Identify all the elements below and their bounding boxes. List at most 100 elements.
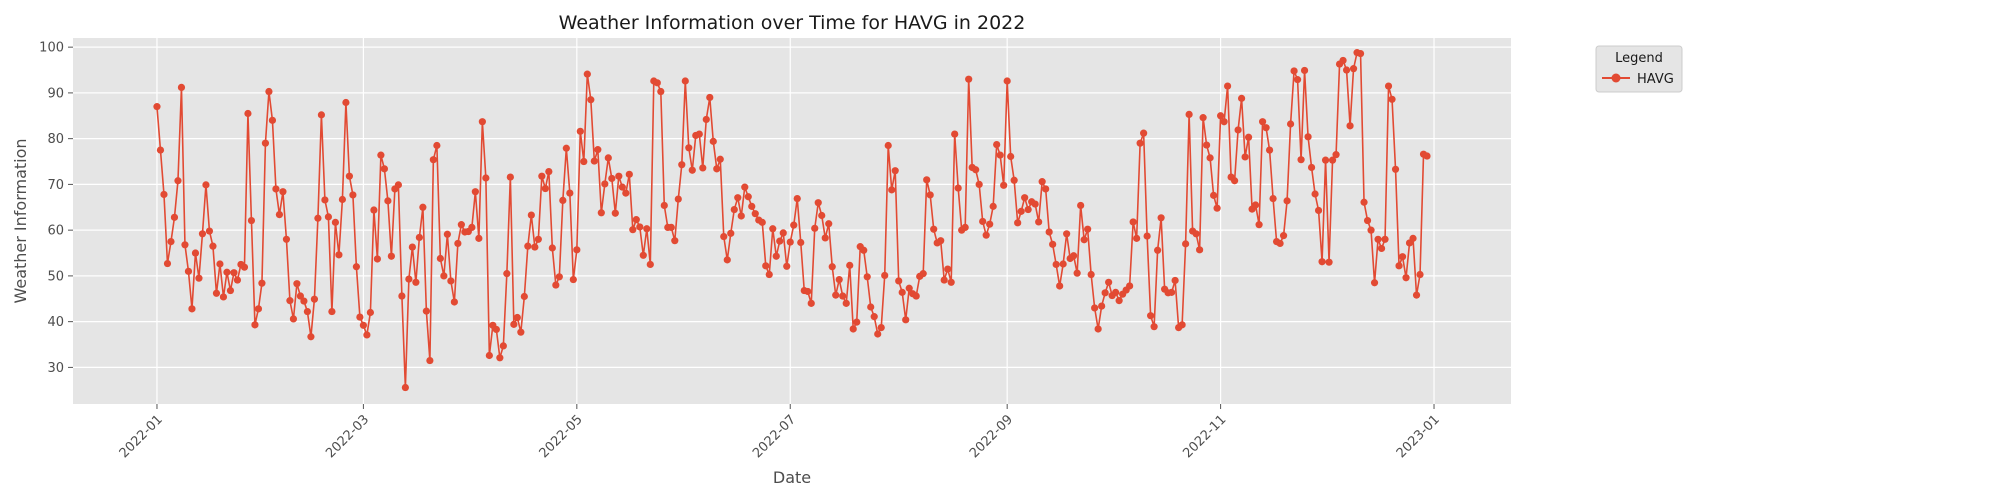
- data-point: [996, 151, 1004, 159]
- data-point: [1056, 282, 1064, 290]
- data-point: [1265, 146, 1274, 154]
- data-point: [272, 185, 280, 193]
- data-point: [1283, 197, 1291, 205]
- data-point: [951, 130, 959, 138]
- x-tick-label: 2022-05: [537, 412, 586, 461]
- data-point: [475, 234, 483, 242]
- data-point: [1360, 198, 1368, 206]
- data-point: [989, 202, 997, 210]
- data-point: [1147, 312, 1155, 320]
- data-point: [163, 259, 172, 268]
- data-point: [1035, 218, 1043, 226]
- data-point: [1318, 258, 1326, 266]
- data-point: [1297, 156, 1305, 164]
- y-axis-ticks: 30 40 50 60 70 80 90 100: [39, 41, 73, 376]
- data-point: [678, 161, 686, 169]
- data-point: [541, 184, 549, 193]
- data-point: [653, 79, 661, 87]
- data-point: [898, 288, 906, 296]
- data-point: [1367, 226, 1375, 234]
- data-point: [860, 246, 868, 254]
- data-point: [345, 172, 353, 180]
- data-point: [566, 189, 574, 197]
- data-point: [559, 196, 567, 205]
- data-point: [485, 351, 493, 360]
- data-point: [335, 251, 343, 259]
- data-point: [373, 255, 381, 263]
- x-tick-label: 2022-11: [1180, 412, 1229, 461]
- data-point: [618, 183, 626, 191]
- data-point: [342, 98, 350, 107]
- data-point: [737, 212, 745, 220]
- data-point: [289, 315, 298, 323]
- data-point: [884, 141, 892, 150]
- data-point: [1157, 214, 1165, 222]
- data-point: [555, 273, 563, 281]
- data-point: [1126, 282, 1134, 290]
- y-tick-label: 50: [47, 269, 64, 284]
- data-point: [366, 308, 374, 317]
- data-point: [356, 313, 364, 321]
- data-point: [615, 172, 623, 180]
- data-point: [947, 278, 955, 286]
- data-point: [842, 299, 850, 307]
- y-tick-label: 40: [47, 315, 64, 330]
- data-point: [622, 189, 630, 197]
- data-point: [643, 225, 651, 233]
- data-point: [1171, 276, 1179, 285]
- data-point: [674, 195, 682, 203]
- data-point: [408, 243, 416, 251]
- legend: Legend HAVG: [1595, 45, 1683, 93]
- data-point: [569, 275, 577, 284]
- data-point: [702, 115, 710, 124]
- data-point: [891, 167, 899, 175]
- data-point: [1094, 325, 1102, 333]
- data-point: [286, 297, 294, 305]
- data-point: [779, 229, 787, 237]
- data-point: [443, 230, 451, 238]
- data-point: [1213, 204, 1221, 212]
- data-point: [730, 205, 738, 214]
- data-point: [639, 251, 647, 259]
- data-point: [1276, 239, 1284, 248]
- data-point: [545, 167, 553, 176]
- data-point: [314, 214, 322, 222]
- data-point: [625, 170, 633, 178]
- x-tick-label: 2022-09: [967, 412, 1016, 461]
- data-point: [524, 242, 532, 250]
- data-point: [275, 211, 284, 219]
- y-tick-label: 30: [47, 361, 64, 376]
- data-point: [1251, 201, 1260, 209]
- data-point: [328, 307, 336, 316]
- data-point: [1293, 76, 1302, 84]
- data-point: [198, 230, 207, 238]
- data-point: [1206, 154, 1214, 162]
- data-point: [233, 276, 242, 284]
- data-point: [184, 267, 193, 275]
- data-point: [965, 75, 973, 83]
- data-point: [562, 144, 570, 152]
- data-point: [1112, 288, 1120, 296]
- data-point: [874, 330, 882, 338]
- data-point: [216, 260, 224, 268]
- data-point: [954, 184, 962, 192]
- data-point: [1052, 260, 1060, 269]
- data-point: [527, 211, 535, 219]
- data-point: [776, 237, 784, 245]
- data-point: [429, 156, 437, 164]
- data-point: [940, 276, 948, 284]
- data-point: [195, 274, 203, 282]
- data-point: [604, 154, 612, 162]
- gridlines: [73, 38, 1511, 404]
- data-point: [769, 225, 777, 233]
- data-point: [685, 144, 693, 152]
- data-point: [1007, 152, 1015, 161]
- data-point: [1199, 114, 1207, 122]
- data-point: [279, 188, 287, 196]
- data-point: [324, 213, 333, 221]
- data-point: [1391, 165, 1400, 173]
- data-point: [1098, 302, 1106, 310]
- data-point: [1290, 67, 1298, 75]
- data-point: [1349, 65, 1358, 73]
- legend-title: Legend: [1615, 51, 1663, 66]
